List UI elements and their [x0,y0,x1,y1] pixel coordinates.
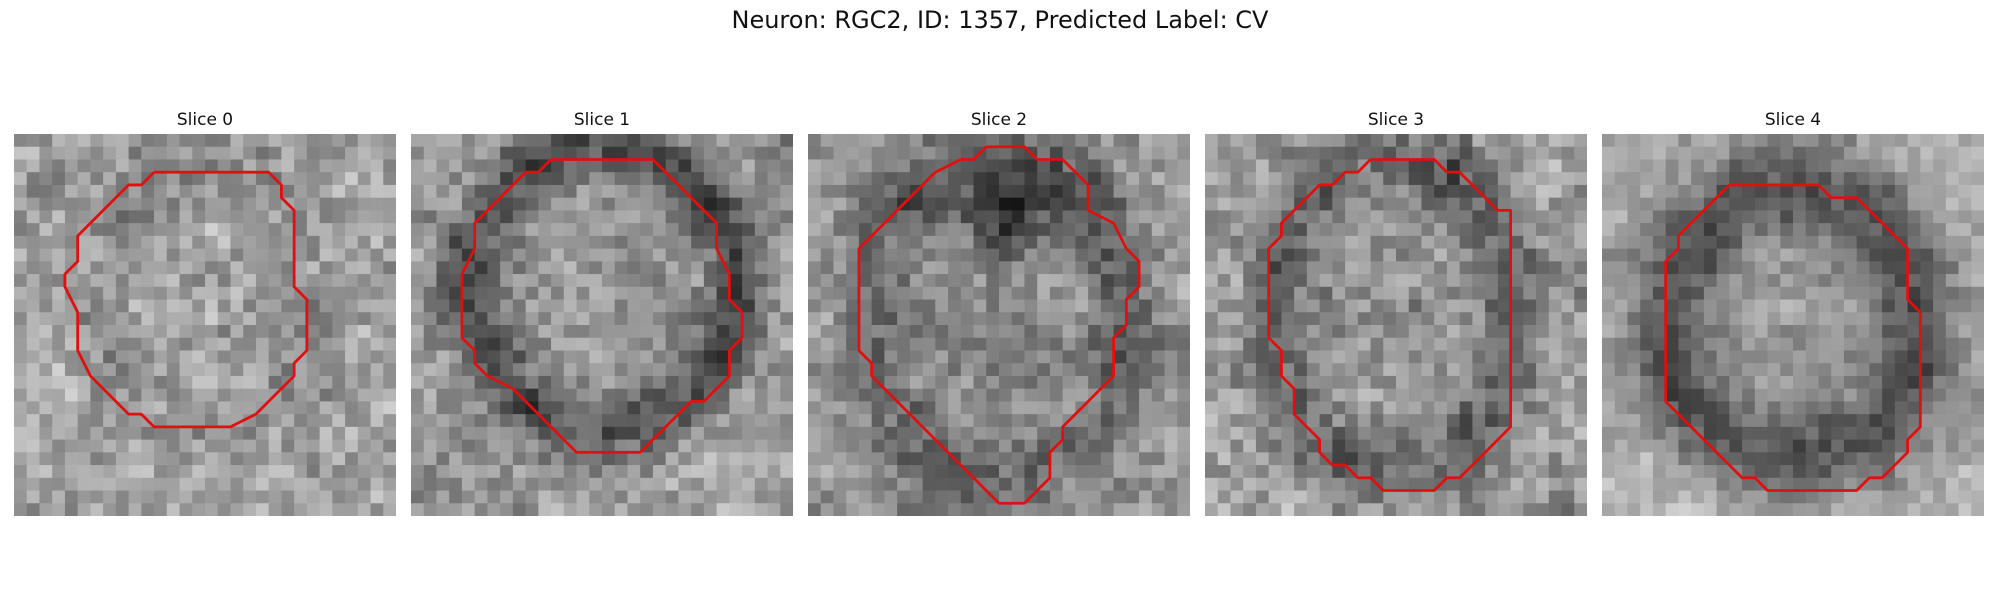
slice-title-3: Slice 3 [1367,110,1425,130]
slice-title-1: Slice 1 [573,110,631,130]
cell-contour-2 [857,145,1141,505]
cell-contour-1 [460,158,744,454]
slice-title-2: Slice 2 [970,110,1028,130]
slice-panel-1: Slice 1 [411,110,793,520]
cell-contour-4 [1664,183,1922,492]
slice-image-0 [14,134,396,516]
figure-title: Neuron: RGC2, ID: 1357, Predicted Label:… [731,6,1269,34]
slice-panel-4: Slice 4 [1602,110,1984,520]
slice-panel-0: Slice 0 [14,110,396,520]
slice-panel-3: Slice 3 [1205,110,1587,520]
slice-panel-2: Slice 2 [808,110,1190,520]
slice-title-4: Slice 4 [1764,110,1822,130]
slice-image-2 [808,134,1190,516]
slice-title-0: Slice 0 [176,110,234,130]
cell-contour-0 [63,170,309,429]
slice-image-4 [1602,134,1984,516]
slice-image-1 [411,134,793,516]
slice-image-3 [1205,134,1587,516]
cell-contour-3 [1267,158,1513,492]
